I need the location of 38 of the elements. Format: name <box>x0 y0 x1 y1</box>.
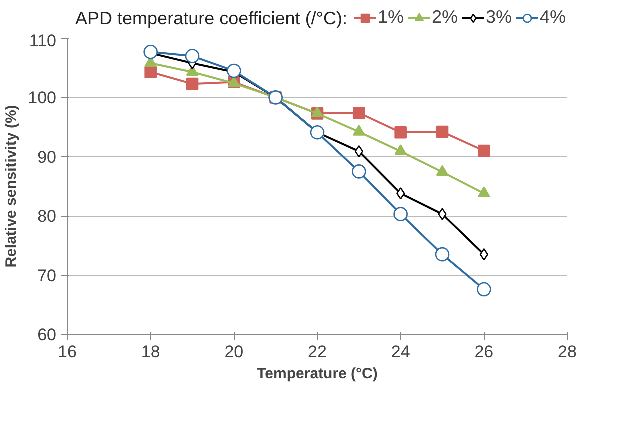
legend-label: 2% <box>432 7 458 28</box>
point <box>436 126 449 138</box>
legend-label: 1% <box>378 7 404 28</box>
x-tick-label: 20 <box>224 342 244 362</box>
point <box>478 186 490 198</box>
y-tick-label: 70 <box>38 266 57 286</box>
y-tick-label: 80 <box>38 207 57 226</box>
point <box>185 49 200 64</box>
point <box>394 144 407 156</box>
y-tick-label: 100 <box>28 88 57 108</box>
point <box>186 78 199 90</box>
x-axis-title: Temperature (°C) <box>257 366 378 382</box>
y-tick-label: 60 <box>38 326 57 344</box>
point <box>435 247 450 262</box>
point <box>438 208 447 220</box>
point <box>478 144 490 158</box>
point <box>144 44 158 60</box>
x-tick-label: 28 <box>558 342 577 362</box>
legend-label: 4% <box>540 7 566 28</box>
point <box>394 207 408 222</box>
point <box>394 126 407 139</box>
point <box>353 125 366 136</box>
point <box>353 106 366 120</box>
legend-title: APD temperature coefficient (/°C): <box>76 8 348 28</box>
legend-label: 3% <box>486 7 512 28</box>
point <box>227 64 242 78</box>
y-axis-title: Relative sensitivity (%) <box>3 105 20 268</box>
x-tick-label: 24 <box>391 342 410 362</box>
x-tick-label: 22 <box>308 342 327 362</box>
point <box>310 125 325 140</box>
x-tick-label: 16 <box>58 342 77 362</box>
y-tick-label: 110 <box>29 32 57 50</box>
point <box>436 165 449 176</box>
y-tick-label: 90 <box>38 148 57 167</box>
x-tick-label: 18 <box>141 342 160 362</box>
x-tick-label: 26 <box>474 342 494 362</box>
point <box>352 164 366 179</box>
point <box>144 66 157 78</box>
